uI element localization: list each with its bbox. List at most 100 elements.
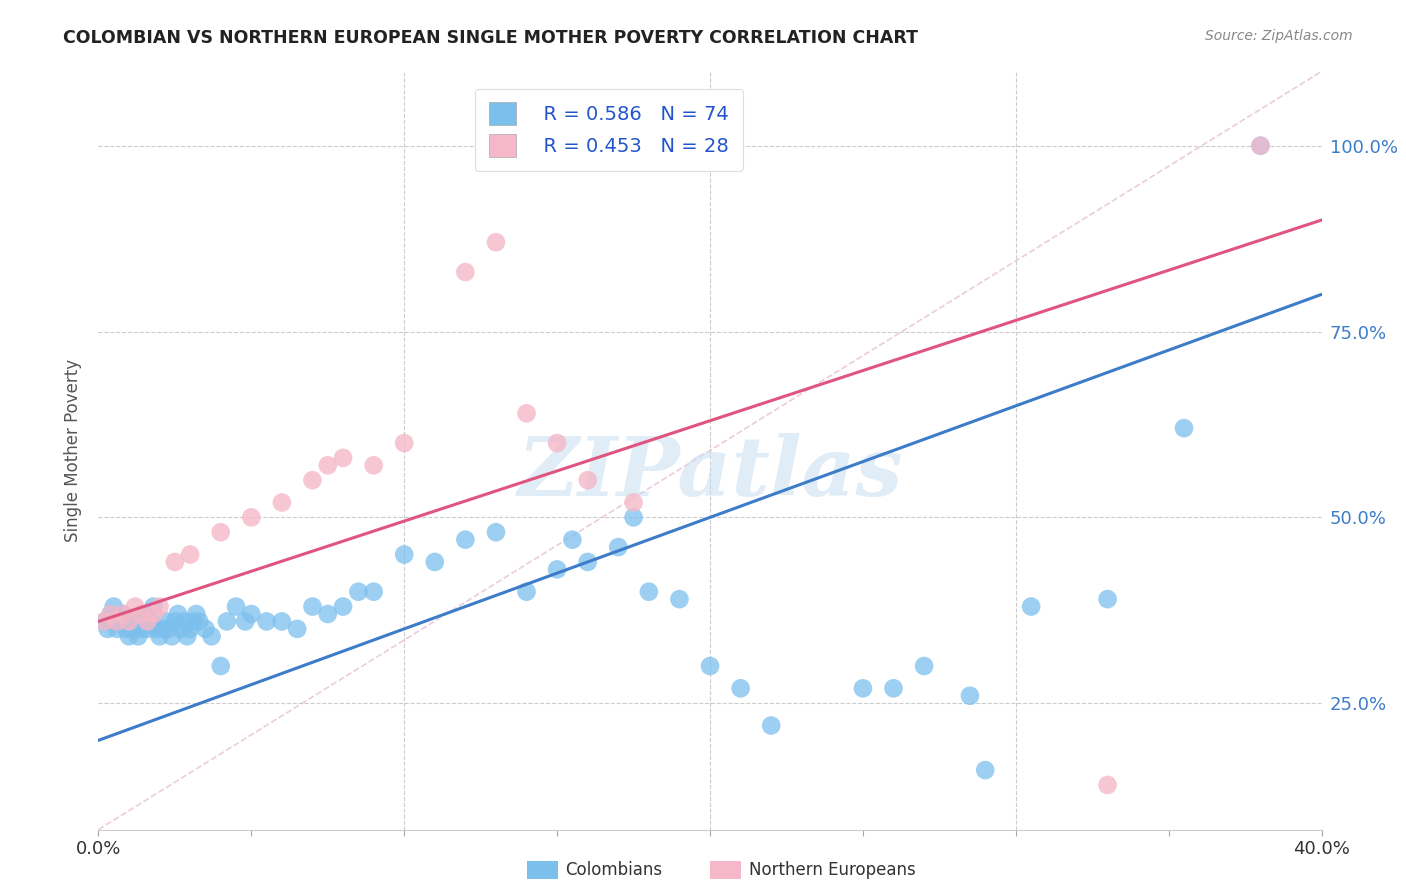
Point	[142, 607, 165, 621]
Point	[454, 533, 477, 547]
Point	[118, 615, 141, 629]
Point	[103, 599, 125, 614]
Point	[215, 615, 238, 629]
Point	[576, 555, 599, 569]
Point	[124, 599, 146, 614]
Point	[623, 510, 645, 524]
Point	[100, 607, 122, 621]
Point	[392, 436, 416, 450]
Point	[485, 235, 508, 250]
Point	[285, 622, 308, 636]
Point	[105, 615, 128, 629]
Point	[97, 622, 120, 636]
Point	[134, 615, 156, 629]
Point	[142, 599, 165, 614]
Point	[129, 607, 152, 621]
Point	[974, 763, 997, 777]
Point	[454, 265, 477, 279]
Point	[103, 615, 125, 629]
Point	[176, 629, 198, 643]
Point	[179, 548, 201, 562]
Point	[136, 622, 159, 636]
Legend:   R = 0.586   N = 74,   R = 0.453   N = 28: R = 0.586 N = 74, R = 0.453 N = 28	[475, 88, 742, 170]
Point	[1097, 778, 1119, 792]
Point	[332, 450, 354, 465]
Point	[115, 622, 138, 636]
Point	[316, 607, 339, 621]
Point	[233, 615, 256, 629]
Point	[105, 622, 128, 636]
Point	[139, 615, 162, 629]
Point	[959, 689, 981, 703]
Point	[301, 473, 323, 487]
Point	[516, 406, 538, 420]
Point	[93, 615, 115, 629]
Point	[108, 615, 131, 629]
Text: Northern Europeans: Northern Europeans	[749, 861, 917, 879]
Point	[155, 615, 177, 629]
Text: Colombians: Colombians	[565, 861, 662, 879]
Point	[883, 681, 905, 696]
Point	[111, 607, 134, 621]
Point	[188, 615, 211, 629]
Point	[136, 615, 159, 629]
Point	[240, 607, 263, 621]
Point	[301, 599, 323, 614]
Point	[546, 436, 568, 450]
Point	[1249, 138, 1271, 153]
Point	[200, 629, 222, 643]
Point	[1249, 138, 1271, 153]
Point	[270, 495, 292, 509]
Point	[912, 659, 935, 673]
Text: ZIPatlas: ZIPatlas	[517, 434, 903, 513]
Point	[181, 615, 204, 629]
Point	[149, 599, 172, 614]
Point	[561, 533, 583, 547]
Point	[576, 473, 599, 487]
Point	[163, 555, 186, 569]
Point	[136, 607, 159, 621]
Point	[209, 659, 232, 673]
Point	[270, 615, 292, 629]
Point	[516, 584, 538, 599]
Point	[152, 622, 174, 636]
Point	[157, 622, 180, 636]
Text: COLOMBIAN VS NORTHERN EUROPEAN SINGLE MOTHER POVERTY CORRELATION CHART: COLOMBIAN VS NORTHERN EUROPEAN SINGLE MO…	[63, 29, 918, 46]
Point	[170, 622, 193, 636]
Point	[186, 607, 208, 621]
Point	[1097, 592, 1119, 607]
Point	[209, 525, 232, 540]
Point	[194, 622, 217, 636]
Point	[240, 510, 263, 524]
Point	[93, 615, 115, 629]
Point	[173, 615, 195, 629]
Point	[363, 584, 385, 599]
Point	[100, 607, 122, 621]
Point	[1019, 599, 1042, 614]
Point	[668, 592, 690, 607]
Point	[129, 622, 152, 636]
Point	[124, 615, 146, 629]
Point	[607, 540, 630, 554]
Point	[852, 681, 875, 696]
Point	[392, 548, 416, 562]
Point	[623, 495, 645, 509]
Point	[127, 629, 149, 643]
Point	[118, 629, 141, 643]
Point	[225, 599, 247, 614]
Point	[118, 615, 141, 629]
Point	[160, 629, 183, 643]
Point	[332, 599, 354, 614]
Point	[730, 681, 752, 696]
Point	[163, 615, 186, 629]
Point	[1173, 421, 1195, 435]
Point	[363, 458, 385, 473]
Y-axis label: Single Mother Poverty: Single Mother Poverty	[65, 359, 83, 542]
Point	[149, 629, 172, 643]
Point	[637, 584, 661, 599]
Point	[316, 458, 339, 473]
Point	[423, 555, 446, 569]
Point	[145, 622, 167, 636]
Point	[699, 659, 721, 673]
Point	[485, 525, 508, 540]
